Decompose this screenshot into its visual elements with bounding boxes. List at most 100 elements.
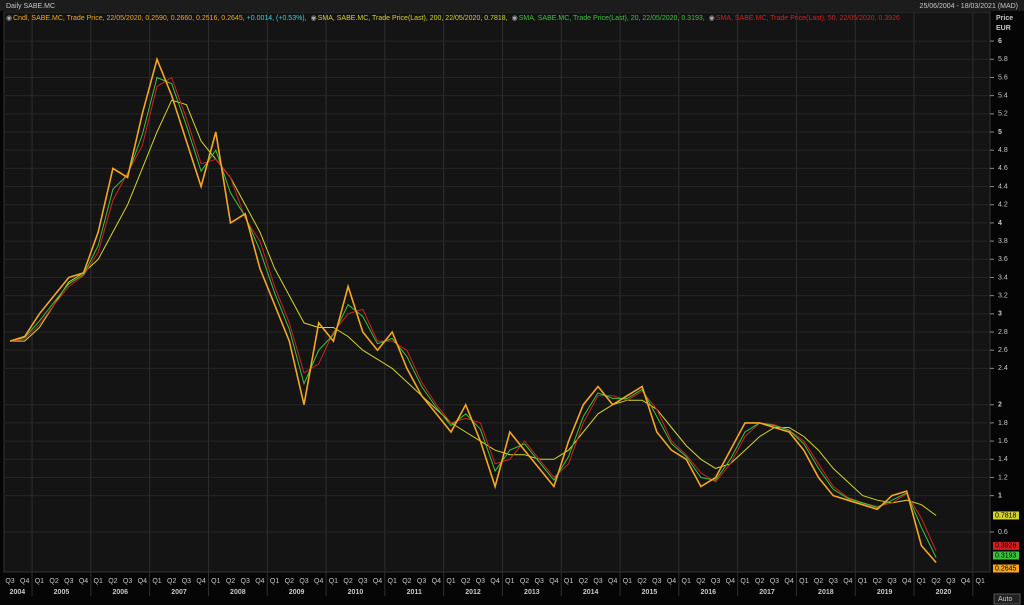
y-tick-label: 5.6 xyxy=(998,74,1008,81)
legend: ◉Cndl, SABE.MC, Trade Price, 22/05/2020,… xyxy=(6,15,900,22)
year-label: 2010 xyxy=(348,589,364,596)
x-tick-label: Q4 xyxy=(373,578,382,585)
last-value-box xyxy=(993,511,1019,520)
year-label: 2004 xyxy=(10,589,26,596)
x-tick-label: Q2 xyxy=(696,578,705,585)
x-tick-label: Q2 xyxy=(285,578,294,585)
x-tick-label: Q4 xyxy=(726,578,735,585)
y-axis-unit: EUR xyxy=(996,25,1011,32)
y-tick-label: 3.2 xyxy=(998,292,1008,299)
chart-title: Daily SABE.MC xyxy=(6,3,55,10)
x-tick-label: Q3 xyxy=(829,578,838,585)
x-tick-label: Q2 xyxy=(579,578,588,585)
y-tick-label: 1 xyxy=(998,492,1002,499)
x-tick-label: Q1 xyxy=(329,578,338,585)
scale-mode[interactable]: Auto xyxy=(998,596,1013,603)
x-tick-label: Q3 xyxy=(476,578,485,585)
x-tick-label: Q3 xyxy=(946,578,955,585)
x-tick-label: Q3 xyxy=(241,578,250,585)
legend-entry: Cndl, SABE.MC, Trade Price, 22/05/2020, … xyxy=(13,15,245,22)
year-label: 2020 xyxy=(936,589,952,596)
year-label: 2008 xyxy=(230,589,246,596)
x-tick-label: Q4 xyxy=(432,578,441,585)
last-value-box xyxy=(993,564,1019,573)
x-tick-label: Q4 xyxy=(608,578,617,585)
year-label: 2013 xyxy=(524,589,540,596)
x-tick-label: Q1 xyxy=(623,578,632,585)
y-tick-label: 1.4 xyxy=(998,456,1008,463)
legend-change: +0.0014, (+0.53%), xyxy=(247,15,307,22)
year-label: 2018 xyxy=(818,589,834,596)
y-tick-label: 2.6 xyxy=(998,347,1008,354)
y-tick-label: 2.8 xyxy=(998,329,1008,336)
date-range: 25/06/2004 - 18/03/2021 (MAD) xyxy=(920,3,1018,10)
x-tick-label: Q2 xyxy=(226,578,235,585)
x-tick-label: Q3 xyxy=(652,578,661,585)
x-tick-label: Q4 xyxy=(79,578,88,585)
legend-entry: SMA, SABE.MC, Trade Price(Last), 200, 22… xyxy=(318,15,508,22)
x-tick-label: Q4 xyxy=(196,578,205,585)
x-tick-label: Q1 xyxy=(388,578,397,585)
y-tick-label: 1.8 xyxy=(998,420,1008,427)
series-line xyxy=(9,56,937,564)
year-label: 2006 xyxy=(112,589,128,596)
y-tick-label: 1.6 xyxy=(998,438,1008,445)
legend-bullet: ◉ xyxy=(709,15,715,22)
x-tick-label: Q4 xyxy=(902,578,911,585)
year-label: 2011 xyxy=(407,589,422,596)
last-value-box xyxy=(993,541,1019,550)
x-tick-label: Q2 xyxy=(873,578,882,585)
scale-mode-button[interactable] xyxy=(993,593,1021,605)
x-tick-label: Q1 xyxy=(446,578,455,585)
x-tick-label: Q4 xyxy=(314,578,323,585)
x-tick-label: Q2 xyxy=(49,578,58,585)
y-tick-label: 5.8 xyxy=(998,56,1008,63)
year-label: 2015 xyxy=(642,589,658,596)
legend-bullet: ◉ xyxy=(311,15,317,22)
year-label: 2019 xyxy=(877,589,893,596)
x-tick-label: Q4 xyxy=(843,578,852,585)
x-tick-label: Q1 xyxy=(564,578,573,585)
x-tick-label: Q3 xyxy=(5,578,14,585)
x-tick-label: Q3 xyxy=(417,578,426,585)
x-tick-label: Q2 xyxy=(814,578,823,585)
last-value-label: 0.3926 xyxy=(995,543,1017,550)
year-label: 2009 xyxy=(289,589,305,596)
x-tick-label: Q3 xyxy=(182,578,191,585)
y-tick-label: 2 xyxy=(998,402,1002,409)
year-label: 2012 xyxy=(465,589,481,596)
x-tick-label: Q3 xyxy=(64,578,73,585)
x-tick-label: Q3 xyxy=(123,578,132,585)
y-tick-label: 3 xyxy=(998,311,1002,318)
x-tick-label: Q2 xyxy=(343,578,352,585)
x-tick-label: Q4 xyxy=(20,578,29,585)
x-tick-label: Q2 xyxy=(637,578,646,585)
y-tick-label: 5.2 xyxy=(998,111,1008,118)
x-tick-label: Q1 xyxy=(799,578,808,585)
x-tick-label: Q1 xyxy=(740,578,749,585)
last-value-label: 0.2645 xyxy=(995,565,1017,572)
y-tick-label: 6 xyxy=(998,38,1002,45)
x-tick-label: Q1 xyxy=(270,578,279,585)
y-tick-label: 2.4 xyxy=(998,365,1008,372)
y-tick-label: 4 xyxy=(998,220,1002,227)
y-tick-label: 3.4 xyxy=(998,274,1008,281)
legend-bullet: ◉ xyxy=(6,15,12,22)
last-value-box xyxy=(993,551,1019,560)
y-tick-label: 0.6 xyxy=(998,529,1008,536)
y-tick-label: 1.2 xyxy=(998,474,1008,481)
x-tick-label: Q4 xyxy=(667,578,676,585)
x-tick-label: Q2 xyxy=(167,578,176,585)
x-tick-label: Q1 xyxy=(917,578,926,585)
legend-entry: SMA, SABE.MC, Trade Price(Last), 20, 22/… xyxy=(519,15,705,22)
x-tick-label: Q4 xyxy=(255,578,264,585)
x-tick-label: Q3 xyxy=(299,578,308,585)
x-tick-label: Q3 xyxy=(887,578,896,585)
year-label: 2005 xyxy=(54,589,70,596)
year-label: 2014 xyxy=(583,589,599,596)
y-tick-label: 5.4 xyxy=(998,92,1008,99)
year-label: 2016 xyxy=(700,589,716,596)
last-value-label: 0.3193 xyxy=(995,552,1017,559)
x-tick-label: Q1 xyxy=(211,578,220,585)
